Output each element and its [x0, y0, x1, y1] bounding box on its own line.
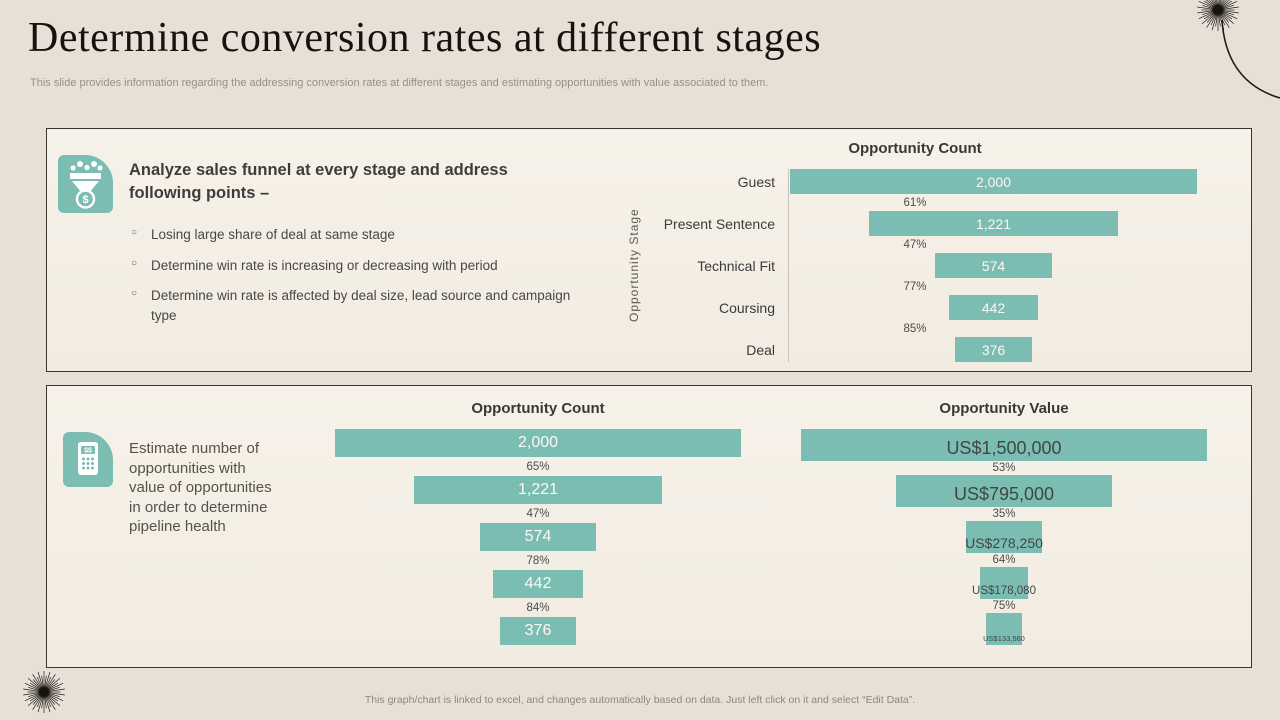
funnel-dollar-icon: $	[58, 155, 113, 213]
conversion-rate-label: 78%	[526, 554, 550, 567]
funnel-row: Technical Fit 574	[631, 253, 1199, 278]
dandelion-decoration-bottom-left	[23, 671, 65, 713]
page-title: Determine conversion rates at different …	[28, 15, 822, 61]
funnel-row: Deal 376	[631, 337, 1199, 362]
funnel-bar: 442	[493, 570, 583, 598]
funnel-bar: 574	[479, 523, 597, 551]
svg-text:$$: $$	[84, 448, 92, 455]
funnel-bar: 442	[948, 295, 1039, 320]
opportunity-count-funnel-chart-2[interactable]: Opportunity Count 2,000 65% 1,221 47% 574 78%…	[333, 398, 743, 645]
funnel-bar: 1,221	[414, 476, 662, 504]
funnel-bar: 376	[499, 617, 577, 645]
category-label: Present Sentence	[663, 215, 775, 232]
calculator-icon: $$	[63, 432, 113, 487]
funnel-bar: 376	[955, 337, 1032, 362]
funnel-row: US$278,250	[799, 521, 1209, 553]
conversion-rate-label: 61%	[903, 196, 927, 209]
conversion-rate-label: 47%	[526, 507, 550, 520]
funnel-row: 2,000	[333, 429, 743, 457]
funnel-bar: US$178,080	[972, 567, 1036, 599]
estimate-opportunities-panel: $$ Estimate number of opportunities with…	[46, 385, 1252, 668]
bar-value-label: US$795,000	[953, 484, 1055, 504]
funnel-row: US$133,560	[799, 613, 1209, 645]
conversion-rate-label: 53%	[992, 462, 1016, 474]
funnel-row: Coursing 442	[631, 295, 1199, 320]
bar-value-label: 1,221	[517, 481, 559, 498]
conversion-rate-label: 65%	[526, 460, 550, 473]
bar-value-label: 2,000	[975, 173, 1012, 190]
category-label: Technical Fit	[697, 257, 775, 274]
bar-value-label: 574	[981, 257, 1006, 274]
bar-value-label: 2,000	[517, 434, 559, 451]
funnel-bar: 2,000	[790, 169, 1197, 194]
panel-description: Estimate number of opportunities with va…	[129, 440, 272, 535]
funnel-row: 376	[333, 617, 743, 645]
funnel-row: Present Sentence 1,221	[631, 211, 1199, 236]
funnel-bar: 2,000	[335, 429, 741, 457]
funnel-row: 574	[333, 523, 743, 551]
y-axis-line	[788, 169, 789, 362]
bar-value-label: 1,221	[975, 215, 1012, 232]
bar-value-label: US$1,500,000	[946, 438, 1062, 458]
chart-plot-area: Guest 2,000 61% Present Sentence 1,221 47% Tec…	[631, 169, 1199, 362]
page-subtitle: This slide provides information regardin…	[30, 77, 769, 89]
conversion-rate-label: 84%	[526, 601, 550, 614]
slide-footer-note: This graph/chart is linked to excel, and…	[364, 694, 916, 706]
chart-title: Opportunity Count	[471, 400, 605, 417]
opportunity-value-funnel-chart[interactable]: Opportunity Value US$1,500,000 53% US$795,…	[799, 398, 1209, 645]
conversion-rate-label: 47%	[903, 238, 927, 251]
funnel-row: US$1,500,000	[799, 429, 1209, 461]
conversion-rate-label: 77%	[903, 280, 927, 293]
conversion-rate-label: 35%	[992, 508, 1016, 520]
funnel-bar: US$278,250	[965, 521, 1043, 553]
panel-heading: Analyze sales funnel at every stage and …	[129, 161, 508, 203]
chart-plot-area: 2,000 65% 1,221 47% 574 78% 442 84% 376	[333, 429, 743, 645]
category-label: Deal	[746, 341, 775, 358]
funnel-row: 442	[333, 570, 743, 598]
bullet-item: Determine win rate is affected by deal s…	[129, 286, 589, 325]
conversion-rate-label: 85%	[903, 322, 927, 335]
bar-value-label: US$133,560	[983, 634, 1025, 643]
bar-value-label: 376	[981, 341, 1006, 358]
analyze-sales-funnel-panel: $ Analyze sales funnel at every stage an…	[46, 128, 1252, 372]
funnel-row: Guest 2,000	[631, 169, 1199, 194]
funnel-bar: US$1,500,000	[801, 429, 1207, 461]
funnel-row: 1,221	[333, 476, 743, 504]
bar-value-label: 376	[524, 622, 552, 639]
funnel-bar: US$133,560	[983, 613, 1025, 645]
conversion-rate-label: 64%	[992, 554, 1016, 566]
svg-text:$: $	[82, 194, 88, 206]
funnel-bar: US$795,000	[896, 475, 1112, 507]
chart-title: Opportunity Count	[848, 140, 982, 157]
funnel-row: US$178,080	[799, 567, 1209, 599]
bar-value-label: 574	[524, 528, 552, 545]
bar-value-label: 442	[524, 575, 552, 592]
chart-plot-area: US$1,500,000 53% US$795,000 35% US$278,250 64…	[799, 429, 1209, 645]
bullet-list: Losing large share of deal at same stage…	[129, 225, 589, 336]
opportunity-count-funnel-chart[interactable]: Opportunity Count Opportunity Stage Gues…	[627, 138, 1199, 362]
funnel-bar: 574	[935, 253, 1052, 278]
funnel-row: US$795,000	[799, 475, 1209, 507]
dandelion-decoration-top-right	[1197, 0, 1280, 99]
funnel-bar: 1,221	[869, 211, 1118, 236]
bullet-item: Determine win rate is increasing or decr…	[129, 256, 589, 276]
chart-title: Opportunity Value	[939, 400, 1069, 417]
bar-value-label: 442	[981, 299, 1006, 316]
bullet-item: Losing large share of deal at same stage	[129, 225, 589, 245]
category-label: Coursing	[718, 299, 775, 316]
bar-value-label: US$278,250	[965, 535, 1043, 551]
conversion-rate-label: 75%	[992, 600, 1016, 612]
category-label: Guest	[737, 173, 775, 190]
bar-value-label: US$178,080	[972, 585, 1036, 597]
